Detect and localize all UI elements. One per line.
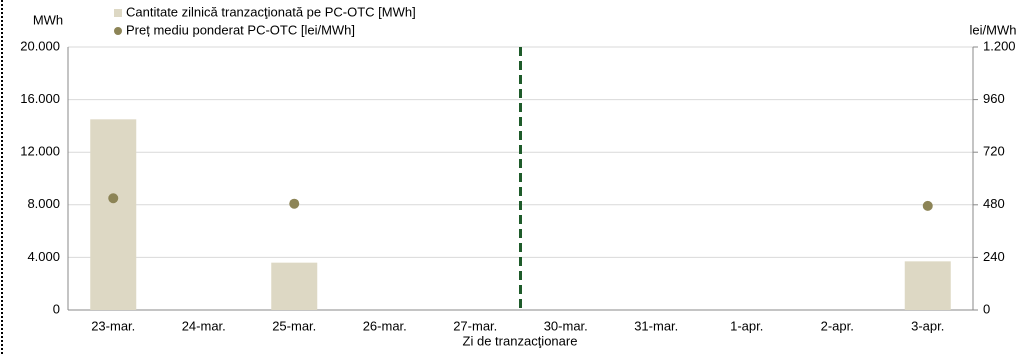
y-tick-label: 0 (53, 301, 60, 316)
x-axis-label: Zi de tranzacţionare (463, 333, 578, 348)
x-tick-label: 31-mar. (634, 318, 678, 333)
y-tick-label: 16.000 (20, 91, 60, 106)
y2-tick-label: 240 (983, 249, 1005, 264)
y2-tick-label: 0 (983, 301, 990, 316)
y2-tick-label: 1.200 (983, 38, 1016, 53)
point (922, 200, 933, 211)
legend-label: Cantitate zilnică tranzacţionată pe PC-O… (126, 4, 416, 19)
y-tick-label: 8.000 (27, 196, 60, 211)
bar (90, 119, 137, 310)
x-tick-label: 25-mar. (272, 318, 316, 333)
legend-swatch (114, 9, 122, 17)
x-tick-label: 27-mar. (453, 318, 497, 333)
y2-tick-label: 720 (983, 144, 1005, 159)
x-tick-label: 30-mar. (544, 318, 588, 333)
y-tick-label: 20.000 (20, 38, 60, 53)
x-tick-label: 3-apr. (911, 318, 944, 333)
bar (271, 262, 318, 310)
y2-tick-label: 960 (983, 91, 1005, 106)
y-tick-label: 4.000 (27, 249, 60, 264)
x-tick-label: 1-apr. (730, 318, 763, 333)
point (289, 198, 300, 209)
x-tick-label: 24-mar. (182, 318, 226, 333)
x-tick-label: 23-mar. (91, 318, 135, 333)
y-tick-label: 12.000 (20, 144, 60, 159)
y2-tick-label: 480 (983, 196, 1005, 211)
point (108, 193, 119, 204)
legend-swatch (114, 27, 122, 35)
y2-axis-label: lei/MWh (970, 22, 1017, 37)
y-axis-label: MWh (33, 12, 63, 27)
bar (904, 261, 951, 310)
x-tick-label: 26-mar. (363, 318, 407, 333)
x-tick-label: 2-apr. (821, 318, 854, 333)
legend-label: Preț mediu ponderat PC-OTC [lei/MWh] (126, 22, 355, 37)
